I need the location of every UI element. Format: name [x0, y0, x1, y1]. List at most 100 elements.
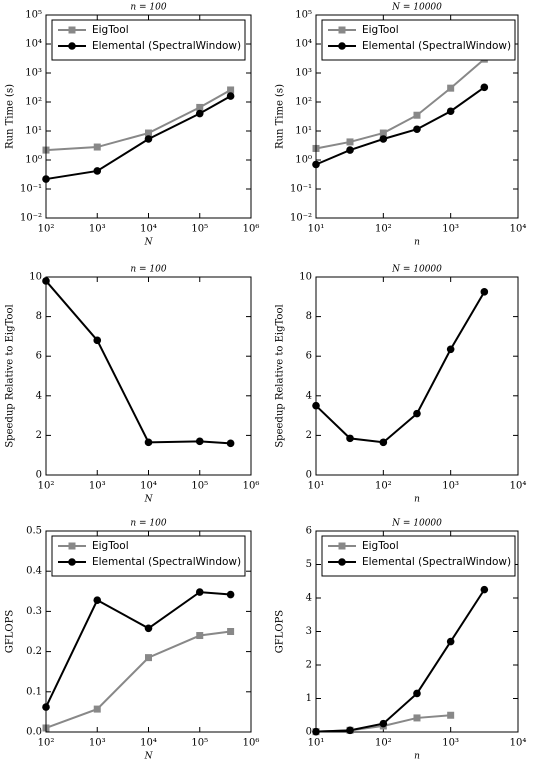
y-tick-label: 0.1 — [26, 686, 42, 697]
y-tick-label: 10⁰ — [295, 155, 312, 166]
y-tick-label: 1 — [306, 693, 312, 704]
x-tick-label: 10³ — [89, 224, 106, 235]
marker — [413, 409, 421, 418]
x-tick-label: 10² — [375, 224, 392, 235]
chart-title: N = 10000 — [391, 3, 442, 13]
marker — [379, 135, 388, 143]
legend-label: EigTool — [362, 540, 399, 552]
marker — [195, 109, 204, 118]
marker — [338, 558, 346, 566]
marker — [68, 42, 76, 50]
x-tick-label: 10⁴ — [510, 481, 527, 492]
marker — [227, 86, 235, 94]
marker — [379, 438, 388, 447]
marker — [346, 434, 354, 443]
legend-box — [51, 535, 246, 577]
y-tick-label: 10² — [295, 97, 312, 108]
marker — [226, 439, 235, 448]
y-tick-label: 4 — [36, 390, 42, 401]
marker — [93, 596, 102, 604]
marker — [346, 726, 354, 735]
x-tick-label: 10⁴ — [510, 224, 527, 235]
marker — [338, 42, 346, 50]
marker — [480, 585, 489, 594]
y-tick-label: 10³ — [25, 68, 42, 79]
y-tick-label: 0.5 — [26, 526, 42, 537]
marker — [145, 129, 152, 137]
marker — [196, 103, 204, 111]
marker — [68, 558, 76, 566]
x-tick-label: 10² — [375, 481, 392, 492]
marker — [93, 705, 101, 713]
y-tick-label: 10⁵ — [295, 10, 312, 21]
y-tick-label: 10⁻¹ — [20, 184, 42, 195]
y-tick-label: 0.3 — [26, 606, 42, 617]
y-tick-label: 0.2 — [26, 646, 42, 657]
marker — [413, 689, 421, 698]
legend-label: EigTool — [362, 24, 399, 36]
y-tick-label: 10¹ — [25, 126, 42, 137]
x-axis-label: N — [144, 495, 154, 505]
marker — [93, 143, 101, 151]
series-line — [315, 291, 486, 444]
y-tick-label: 2 — [306, 430, 312, 441]
marker — [480, 83, 489, 92]
marker — [413, 125, 421, 134]
x-tick-label: 10² — [38, 481, 55, 492]
x-tick-label: 10³ — [89, 738, 106, 749]
series-line — [315, 86, 485, 166]
marker — [346, 146, 354, 154]
x-tick-label: 10² — [375, 738, 392, 749]
marker — [68, 26, 76, 34]
x-tick-label: 10⁴ — [140, 738, 157, 749]
y-tick-label: 8 — [36, 311, 42, 322]
series-line — [45, 280, 231, 445]
x-tick-label: 10⁶ — [243, 738, 260, 749]
marker — [145, 654, 152, 662]
x-axis-label: N — [144, 238, 154, 248]
y-axis-label: Speedup Relative to EigTool — [5, 304, 16, 447]
x-tick-label: 10¹ — [308, 224, 325, 235]
legend-box — [321, 19, 516, 61]
x-tick-label: 10¹ — [308, 738, 325, 749]
chart-title: N = 10000 — [391, 519, 442, 529]
y-tick-label: 6 — [306, 351, 312, 362]
legend-label: Elemental (SpectralWindow) — [92, 556, 241, 568]
y-tick-label: 2 — [36, 430, 42, 441]
plot-frame — [45, 276, 252, 476]
marker — [446, 637, 455, 646]
legend-label: EigTool — [92, 24, 129, 36]
legend-label: Elemental (SpectralWindow) — [362, 40, 511, 52]
marker — [227, 628, 235, 635]
marker — [413, 714, 421, 722]
x-tick-label: 10⁶ — [243, 481, 260, 492]
y-tick-label: 6 — [36, 351, 42, 362]
y-tick-label: 10 — [299, 272, 312, 283]
y-tick-label: 0.4 — [26, 566, 42, 577]
x-tick-label: 10³ — [89, 481, 106, 492]
y-tick-label: 10⁵ — [25, 10, 42, 21]
marker — [226, 590, 235, 599]
series-line — [45, 591, 231, 708]
marker — [338, 26, 346, 34]
marker — [338, 542, 346, 550]
legend-label: Elemental (SpectralWindow) — [92, 40, 241, 52]
marker — [446, 107, 455, 116]
y-axis-label: Run Time (s) — [275, 84, 286, 149]
marker — [226, 92, 235, 100]
series-line — [315, 58, 485, 150]
series-line — [45, 89, 232, 152]
plot-frame — [315, 530, 519, 733]
y-tick-label: 10⁴ — [25, 39, 42, 50]
series-line — [45, 630, 231, 729]
y-tick-label: 10¹ — [295, 126, 312, 137]
y-tick-label: 3 — [306, 626, 312, 637]
legend-label: Elemental (SpectralWindow) — [362, 556, 511, 568]
y-axis-label: Speedup Relative to EigTool — [275, 304, 286, 447]
marker — [195, 437, 204, 446]
y-tick-label: 4 — [306, 593, 312, 604]
y-tick-label: 0.0 — [26, 727, 42, 738]
legend: EigTool Elemental (SpectralWindow) — [321, 19, 516, 61]
marker — [93, 336, 102, 345]
